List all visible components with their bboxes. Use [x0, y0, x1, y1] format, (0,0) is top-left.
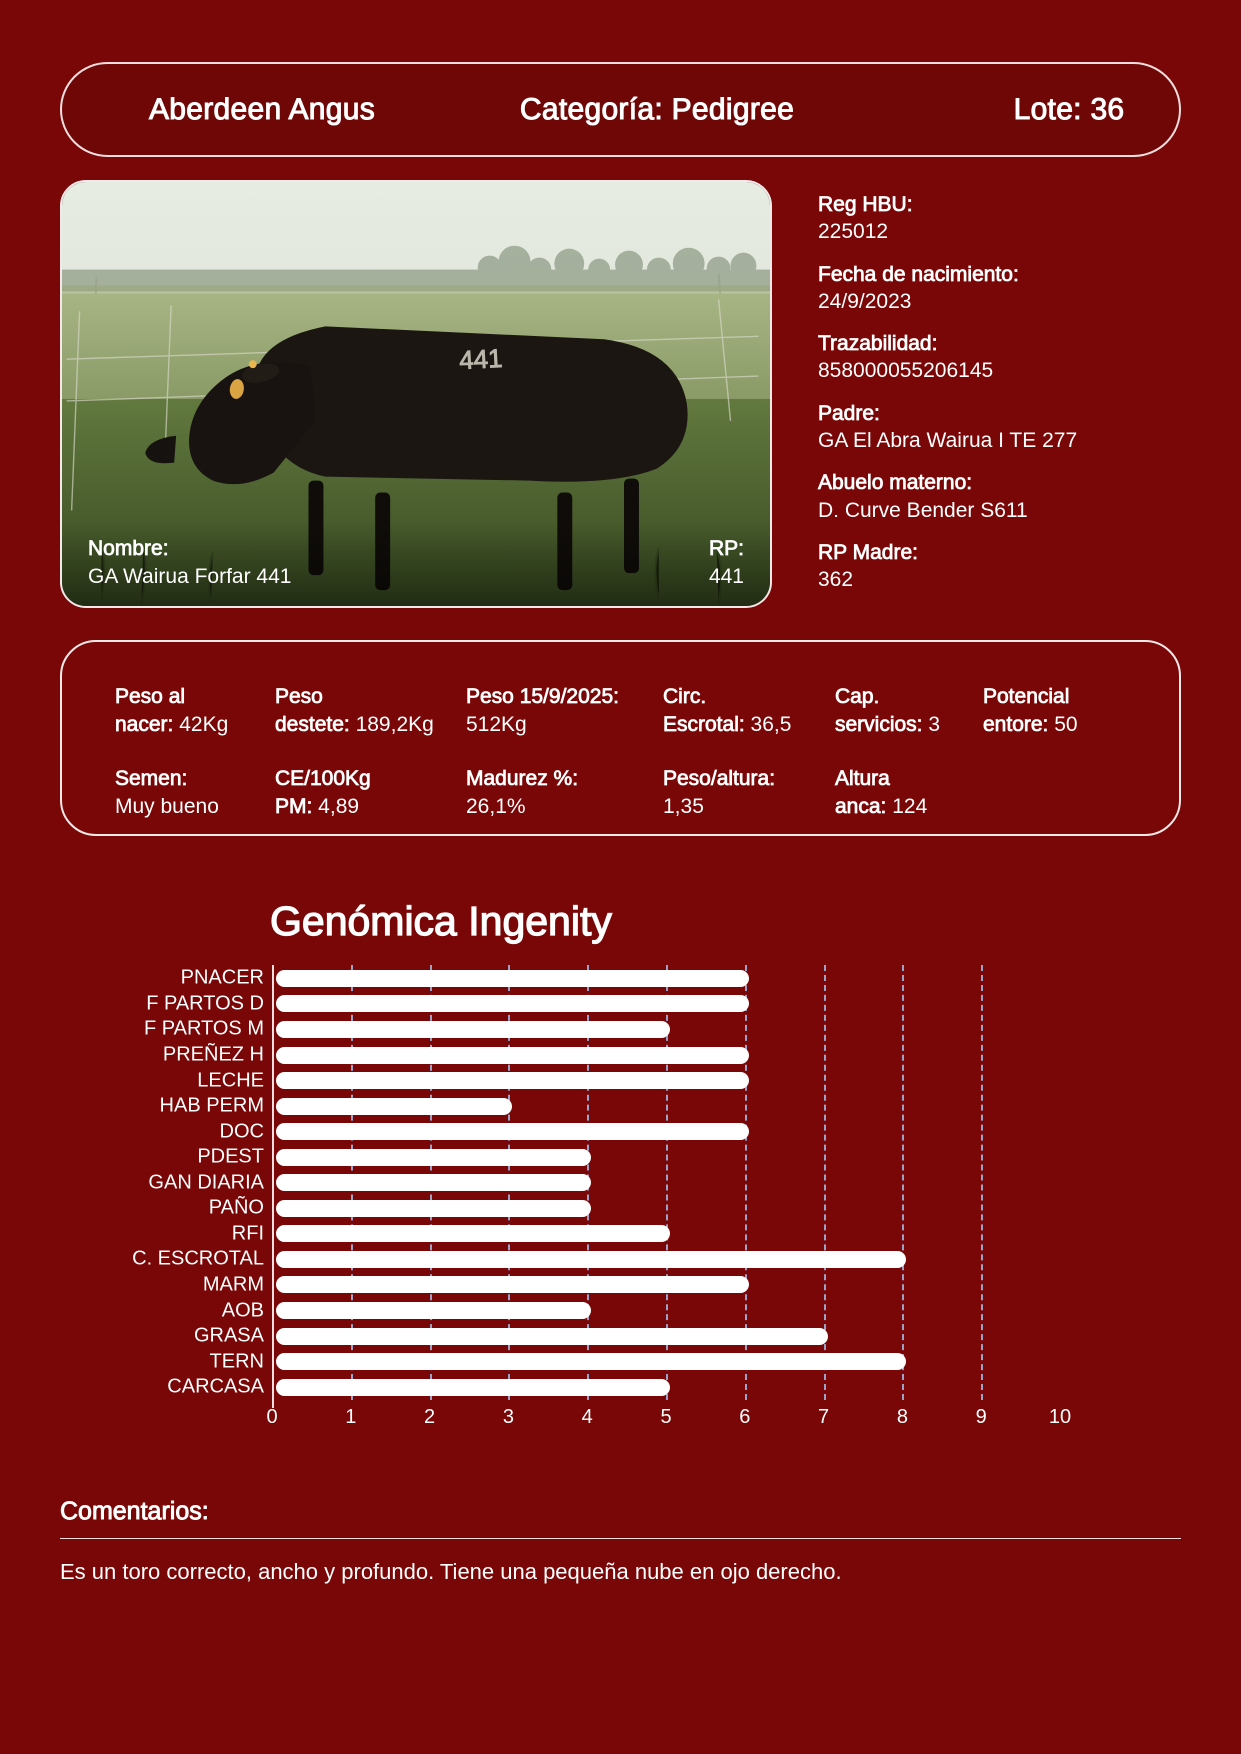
svg-text:441: 441 — [459, 345, 504, 375]
